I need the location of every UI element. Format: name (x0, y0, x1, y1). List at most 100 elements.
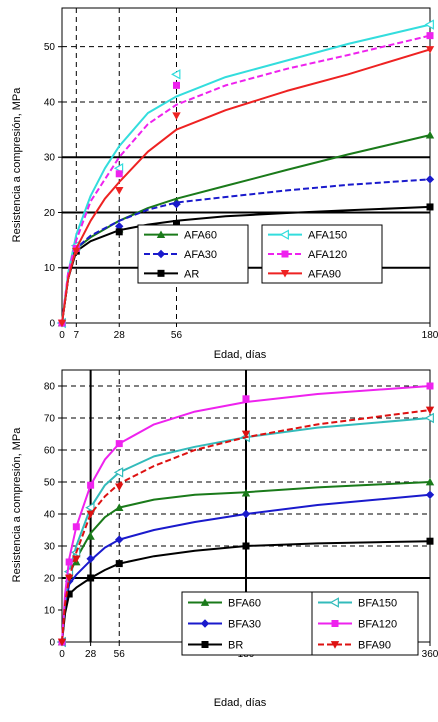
legend-0: AFA60 AFA30 AR (137, 224, 249, 284)
legend-label-AFA90: AFA90 (308, 268, 341, 280)
x-tick-label: 180 (422, 330, 438, 341)
data-point-BFA150 (424, 412, 434, 424)
series-line-AFA150 (61, 23, 431, 324)
legend-marker-AFA90 (280, 269, 290, 278)
y-tick-label: 50 (44, 478, 56, 489)
legend-label-BFA150: BFA150 (358, 598, 397, 610)
data-point-AFA90 (115, 187, 124, 195)
data-point-AFA120 (426, 32, 434, 40)
data-point-BR (242, 542, 250, 550)
data-point-BFA150 (113, 467, 124, 478)
x-tick-label: 7 (74, 330, 80, 341)
y-tick-label: 10 (44, 263, 56, 274)
y-tick-label: 0 (49, 319, 55, 330)
legend-marker-AFA30 (156, 249, 166, 259)
y-tick-label: 10 (44, 606, 56, 617)
series-AFA90 (57, 46, 435, 328)
data-point-BFA120 (115, 440, 123, 448)
data-point-BR (426, 537, 434, 545)
x-tick-label: 360 (422, 649, 438, 660)
legend-1: AFA150 AFA120 AFA90 (261, 224, 383, 284)
legend-marker-BFA150 (329, 597, 339, 608)
y-tick-label: 30 (44, 542, 56, 553)
y-tick-label: 50 (44, 42, 56, 53)
legend-1: BFA150 BFA120 BFA90 (311, 591, 419, 656)
legend-marker-BFA30 (200, 619, 210, 628)
data-point-AFA150 (171, 69, 181, 80)
y-tick-label: 60 (44, 446, 56, 457)
data-point-BFA90 (72, 555, 81, 563)
y-tick-label: 40 (44, 97, 56, 108)
legend-label-BFA90: BFA90 (358, 640, 391, 652)
y-tick-label: 20 (44, 574, 56, 585)
data-point-BFA30 (425, 490, 435, 499)
x-tick-label: 56 (114, 649, 126, 660)
data-point-BFA120 (87, 481, 95, 489)
legend-marker-AFA120 (281, 250, 289, 258)
x-tick-label: 0 (59, 649, 65, 660)
chart-bottom: 0102030405060708002856180360Resistencia … (11, 369, 438, 709)
x-tick-label: 28 (114, 330, 126, 341)
data-point-BFA150 (85, 502, 95, 513)
data-point-BFA90 (57, 638, 67, 647)
data-point-AFA90 (172, 112, 181, 120)
legend-label-AFA60: AFA60 (184, 230, 217, 242)
legend-marker-BR (201, 641, 209, 648)
legend-label-AFA120: AFA120 (308, 249, 347, 261)
legend-label-AFA150: AFA150 (308, 230, 347, 242)
data-point-AR (426, 203, 434, 211)
data-point-BFA120 (65, 558, 73, 566)
data-point-BFA120 (72, 523, 80, 531)
legend-marker-BFA90 (330, 641, 340, 649)
y-tick-label: 40 (44, 510, 56, 521)
data-point-AFA90 (425, 46, 435, 54)
legend-label-AR: AR (184, 268, 199, 280)
x-axis-label: Edad, días (214, 697, 267, 709)
legend-0: BFA60 BFA30 BR (181, 591, 313, 656)
data-point-BFA30 (241, 509, 251, 519)
data-point-AFA120 (115, 170, 123, 178)
data-point-AFA90 (57, 319, 67, 328)
data-point-BFA90 (425, 406, 435, 415)
data-point-AFA30 (425, 175, 435, 184)
data-point-BFA60 (86, 532, 95, 540)
data-point-BR (87, 574, 95, 582)
data-point-BFA60 (115, 503, 124, 511)
data-point-AFA90 (72, 247, 81, 256)
legend-marker-AR (157, 269, 165, 277)
data-point-BFA120 (242, 395, 250, 403)
x-tick-label: 56 (171, 330, 183, 341)
legend-label-BR: BR (228, 640, 243, 652)
y-axis-label: Resistencia a compresión, MPa (11, 87, 23, 243)
legend-label-BFA120: BFA120 (358, 619, 397, 631)
legend-label-AFA30: AFA30 (184, 249, 217, 261)
data-point-AR (115, 228, 123, 236)
legend-marker-AFA150 (279, 229, 289, 240)
x-tick-label: 28 (85, 649, 97, 660)
data-point-BFA90 (64, 574, 74, 583)
data-point-AFA30 (172, 199, 181, 209)
y-tick-label: 0 (49, 638, 55, 649)
data-point-BFA60 (425, 477, 435, 486)
data-point-BFA90 (86, 510, 95, 519)
y-tick-label: 70 (44, 414, 56, 425)
legend-label-BFA30: BFA30 (228, 619, 261, 631)
x-tick-label: 0 (59, 330, 65, 341)
y-tick-label: 80 (44, 382, 56, 393)
legend-marker-BFA120 (331, 620, 339, 627)
data-point-BFA120 (426, 382, 434, 390)
x-axis-label: Edad, días (214, 349, 267, 360)
data-point-BFA60 (241, 489, 251, 497)
series-line-AFA90 (61, 48, 431, 324)
series-line-AFA120 (61, 34, 431, 324)
data-point-AFA60 (425, 130, 435, 139)
data-point-AFA150 (424, 19, 434, 30)
data-point-BFA90 (241, 430, 251, 439)
legend-marker-BFA60 (200, 598, 210, 606)
legend-label-BFA60: BFA60 (228, 598, 261, 610)
series-line-BFA90 (61, 409, 431, 643)
y-axis-label: Resistencia a compresión, MPa (11, 427, 23, 583)
